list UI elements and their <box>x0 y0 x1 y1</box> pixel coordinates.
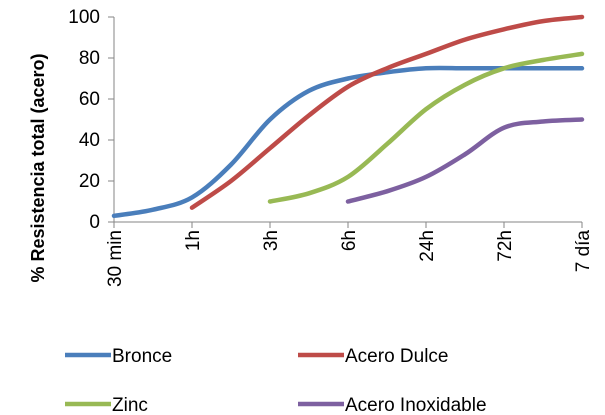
x-tick-label: 72h <box>495 230 516 262</box>
series-line-acero-inoxidable <box>345 117 585 204</box>
x-tick-label: 24h <box>417 230 438 262</box>
y-tick-label: 40 <box>79 130 100 151</box>
x-tick-label: 3h <box>261 230 282 251</box>
chart-axes <box>108 16 583 228</box>
legend-label-acero-inoxidable: Acero Inoxidable <box>345 395 487 415</box>
legend-label-zinc: Zinc <box>112 395 148 415</box>
y-tick-label: 100 <box>68 7 100 28</box>
y-tick-label: 60 <box>79 89 100 110</box>
x-tick-label: 7 día <box>573 230 594 273</box>
legend-label-acero-dulce: Acero Dulce <box>345 346 449 367</box>
y-axis-label: % Resistencia total (acero) <box>28 53 48 282</box>
x-tick-label: 30 min <box>105 230 126 287</box>
series-line-bronce <box>111 65 585 219</box>
y-tick-label: 80 <box>79 48 100 69</box>
legend-label-bronce: Bronce <box>112 346 172 367</box>
series-lines <box>111 14 585 219</box>
legend: Bronce Acero Dulce Zinc Acero Inoxidable <box>65 346 487 415</box>
y-tick-label: 0 <box>89 212 100 233</box>
x-tick-label: 6h <box>339 230 360 251</box>
y-tick-labels: 0 20 40 60 80 100 <box>68 7 100 233</box>
x-tick-label: 1h <box>183 230 204 251</box>
series-line-acero-dulce <box>189 14 585 210</box>
y-tick-label: 20 <box>79 171 100 192</box>
x-tick-labels: 30 min 1h 3h 6h 24h 72h 7 día <box>105 230 594 287</box>
series-line-zinc <box>267 51 585 204</box>
